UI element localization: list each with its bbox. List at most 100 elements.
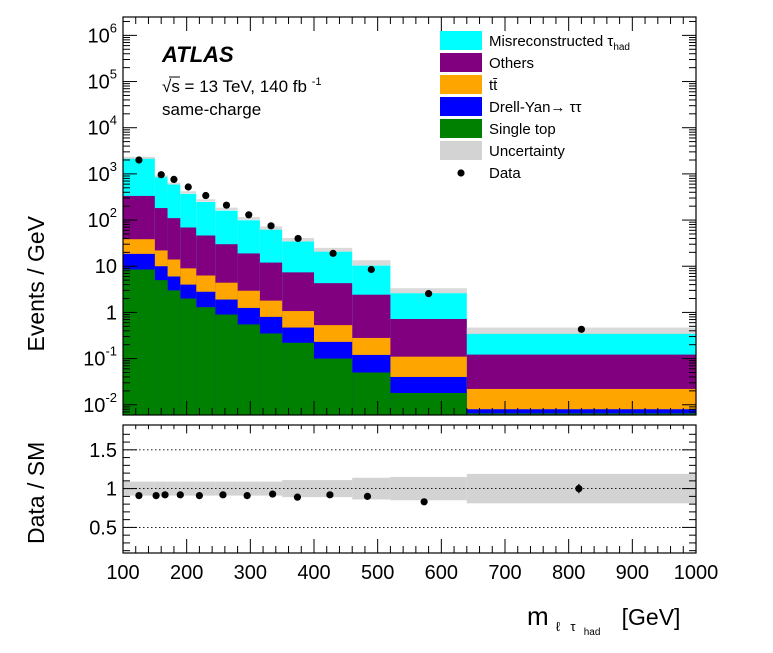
uncertainty-band-bin xyxy=(215,207,238,211)
ratio-uncertainty-bin xyxy=(167,481,181,496)
stack-bar-singletop xyxy=(314,358,353,415)
main-data-points xyxy=(135,156,586,333)
y-tick-base: 10 xyxy=(88,210,110,232)
ratio-data-point xyxy=(326,491,334,499)
legend-label-text: Misreconstructed τ xyxy=(489,33,613,50)
legend-label-text: Drell-Yan→ ττ xyxy=(489,99,581,116)
legend-label: Others xyxy=(489,55,534,72)
y-tick-base: 10 xyxy=(88,25,110,47)
y-tick-base: 10 xyxy=(83,349,105,371)
y-tick-label: 106 xyxy=(88,20,117,47)
legend-swatch xyxy=(440,31,482,50)
x-tick-label: 600 xyxy=(425,562,458,584)
legend-label: Drell-Yan→ ττ xyxy=(489,99,581,116)
y-tick-label: 105 xyxy=(88,67,117,94)
y-tick-exponent: 2 xyxy=(110,205,117,220)
uncertainty-band-bin xyxy=(237,217,260,220)
y-tick-label: 1 xyxy=(106,302,117,324)
legend-label: Misreconstructed τhad xyxy=(489,33,630,53)
y-tick-label: 104 xyxy=(88,113,117,140)
ratio-y-tick-label: 0.5 xyxy=(89,517,117,539)
legend-label: Single top xyxy=(489,121,556,138)
y-tick-base: 1 xyxy=(106,302,117,324)
uncertainty-band-bin xyxy=(196,199,216,202)
ratio-data-point xyxy=(243,491,251,500)
ratio-uncertainty-bin xyxy=(123,481,155,496)
y-tick-label: 103 xyxy=(88,159,117,186)
y-tick-base: 10 xyxy=(88,164,110,186)
legend-label-text: tt̄ xyxy=(489,77,498,94)
legend-swatch xyxy=(440,97,482,116)
x-tick-label: 500 xyxy=(361,562,394,584)
energy-lumi-label: √s = 13 TeV, 140 fb -1 xyxy=(162,76,322,96)
ratio-data-point xyxy=(269,490,277,498)
x-tick-label: 200 xyxy=(170,562,203,584)
x-tick-label: 1000 xyxy=(674,562,719,584)
data-point xyxy=(329,249,337,257)
x-tick-label: 400 xyxy=(297,562,330,584)
ratio-data-points xyxy=(135,483,583,506)
legend-label-text: Single top xyxy=(489,121,556,138)
ratio-data-point xyxy=(161,491,169,499)
legend-swatch xyxy=(440,119,482,138)
data-point xyxy=(245,211,253,219)
data-point xyxy=(170,175,178,183)
y-tick-label: 102 xyxy=(88,205,117,232)
stack-bar-singletop xyxy=(282,342,314,415)
ratio-data-point xyxy=(575,485,583,493)
x-tick-label: 900 xyxy=(616,562,649,584)
y-tick-label: 10-2 xyxy=(83,390,117,417)
y-tick-exponent: -1 xyxy=(105,344,117,359)
y-tick-label: 10 xyxy=(95,256,117,278)
ratio-axis-ticks: 100 200 300 400 500 600 700 800 900 1000 0.5 1 1.5 xyxy=(89,425,718,584)
ratio-data-point xyxy=(363,492,372,500)
ratio-uncertainty-bin xyxy=(314,480,353,498)
ratio-uncertainty-bin xyxy=(215,481,238,496)
ratio-y-tick-label: 1 xyxy=(106,479,117,501)
data-point xyxy=(294,234,302,243)
y-tick-label: 10-1 xyxy=(83,344,117,371)
legend-swatch xyxy=(440,53,482,72)
ratio-uncertainty-bin xyxy=(390,476,467,501)
data-point xyxy=(425,290,433,298)
y-tick-exponent: 6 xyxy=(110,20,117,35)
ratio-data-point xyxy=(219,491,227,499)
stack-bar-singletop xyxy=(352,372,391,415)
ratio-uncertainty-bin xyxy=(196,481,216,496)
y-tick-exponent: -2 xyxy=(105,390,117,405)
legend: Misreconstructed τhad Others tt̄ Drell-Yan→… xyxy=(440,31,630,182)
main-panel-frame xyxy=(122,16,697,416)
ratio-data-point xyxy=(152,491,160,500)
legend-label-text: Data xyxy=(489,165,521,182)
legend-label-text: Uncertainty xyxy=(489,143,565,160)
data-point xyxy=(184,183,192,191)
ratio-y-tick-label: 1.5 xyxy=(89,440,117,462)
stack-bar-singletop xyxy=(123,269,155,415)
ratio-uncertainty-bin xyxy=(237,481,260,496)
y-tick-base: 10 xyxy=(95,256,117,278)
ratio-data-point xyxy=(420,498,428,506)
stack-bar-singletop xyxy=(215,314,238,415)
stack-bar-singletop xyxy=(154,280,168,415)
legend-label: tt̄ xyxy=(489,77,498,94)
data-point xyxy=(267,222,275,230)
data-point xyxy=(202,191,210,200)
legend-swatch xyxy=(440,75,482,94)
x-axis-label: m ℓ τ had [GeV] xyxy=(527,601,680,641)
data-point xyxy=(135,156,143,164)
ratio-data-point xyxy=(195,491,203,500)
stack-bar-singletop xyxy=(237,324,260,415)
stack-bar-singletop xyxy=(196,307,216,415)
legend-label: Uncertainty xyxy=(489,143,565,160)
legend-label-subscript: had xyxy=(613,42,630,53)
legend-label: Data xyxy=(489,165,521,182)
data-point xyxy=(577,325,586,333)
main-y-axis-label: Events / GeV xyxy=(23,215,49,351)
data-point xyxy=(367,265,375,274)
x-tick-label: 100 xyxy=(106,562,139,584)
x-tick-label: 800 xyxy=(552,562,585,584)
ratio-reference-lines xyxy=(123,449,696,528)
data-point xyxy=(222,201,231,209)
